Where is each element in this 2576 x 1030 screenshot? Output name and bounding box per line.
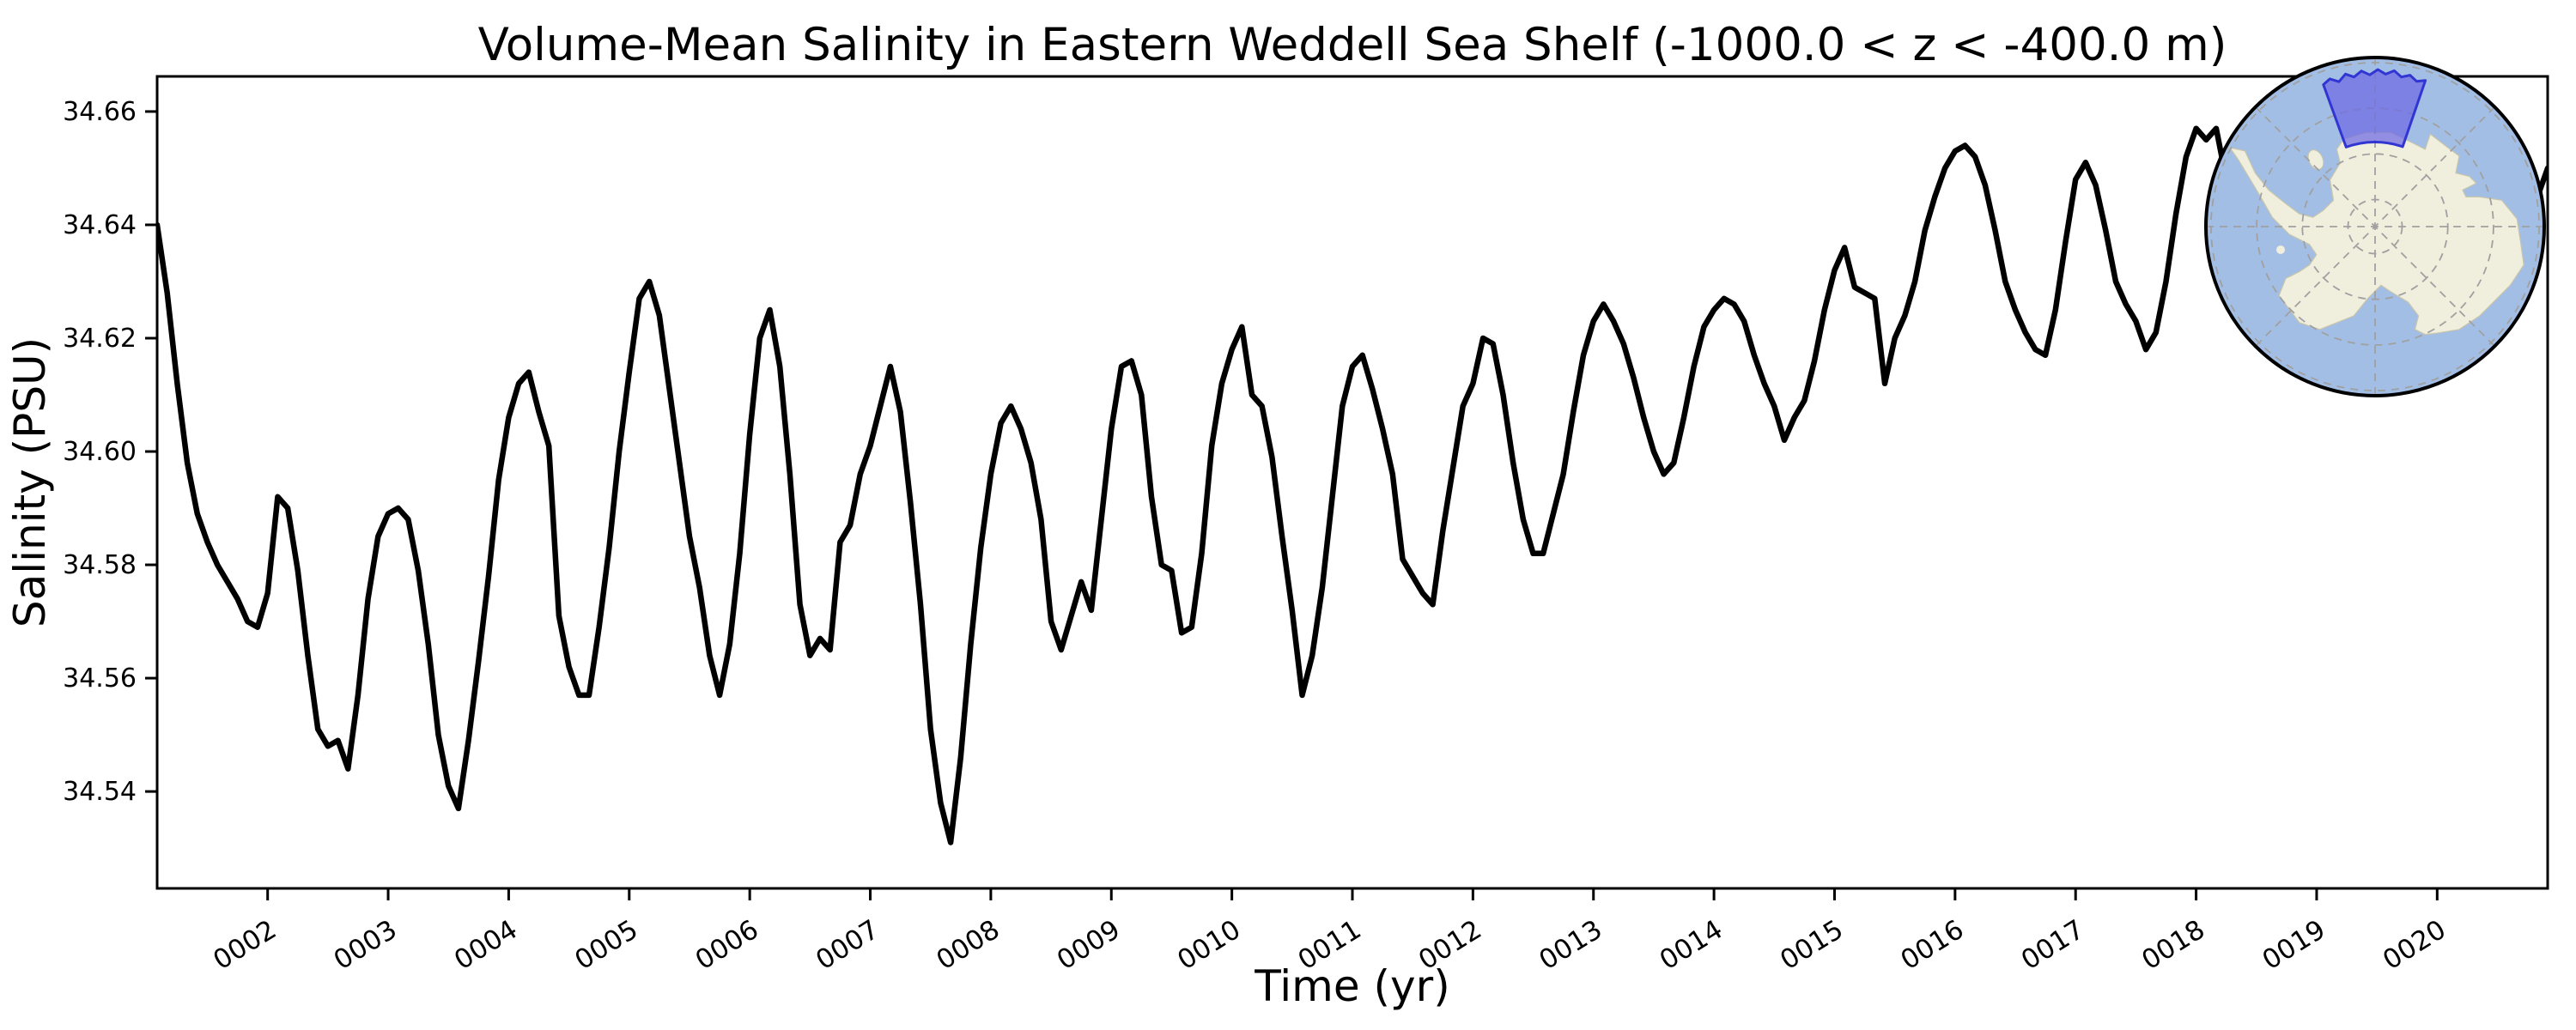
x-tick-label: 0006 xyxy=(690,914,764,976)
y-tick-label: 34.58 xyxy=(63,550,137,580)
x-tick-label: 0019 xyxy=(2257,914,2330,976)
axes-frame xyxy=(155,75,2549,890)
y-tick-label: 34.66 xyxy=(63,97,137,127)
x-tick-label: 0007 xyxy=(811,914,884,976)
island xyxy=(2276,245,2285,254)
x-tick-label: 0013 xyxy=(1534,914,1607,976)
x-tick-label: 0018 xyxy=(2136,914,2210,976)
y-tick-label: 34.56 xyxy=(63,663,137,694)
antarctica-landmass xyxy=(2228,131,2524,336)
x-tick-label: 0017 xyxy=(2016,914,2090,976)
y-tick-label: 34.54 xyxy=(63,777,137,807)
graticule-parallel xyxy=(2256,107,2494,346)
y-tick-label: 34.64 xyxy=(63,210,137,240)
graticule-parallel xyxy=(2301,153,2449,300)
chart-title: Volume-Mean Salinity in Eastern Weddell … xyxy=(478,19,2227,71)
x-axis-label: Time (yr) xyxy=(1254,961,1449,1011)
x-tick-label: 0016 xyxy=(1895,914,1969,976)
x-tick-label: 0015 xyxy=(1775,914,1849,976)
y-axis-ticks: 34.66 34.64 34.62 34.60 34.58 34.56 34.54 xyxy=(63,97,157,807)
y-axis-label: Salinity (PSU) xyxy=(5,337,55,627)
y-tick-label: 34.60 xyxy=(63,437,137,467)
antarctica-inset-map xyxy=(2204,56,2546,397)
salinity-line-series xyxy=(157,119,2548,845)
x-tick-label: 0002 xyxy=(208,914,282,976)
inset-map-rim xyxy=(2204,56,2546,397)
x-tick-label: 0008 xyxy=(931,914,1005,976)
graticule-meridian xyxy=(2255,106,2495,347)
x-tick-label: 0005 xyxy=(569,914,643,976)
x-tick-label: 0003 xyxy=(329,914,403,976)
y-tick-label: 34.62 xyxy=(63,324,137,354)
plot-area: 34.66 34.64 34.62 34.60 34.58 34.56 34.54 0002… xyxy=(5,19,2549,1011)
x-tick-label: 0004 xyxy=(449,914,523,976)
x-tick-label: 0010 xyxy=(1172,914,1246,976)
x-tick-label: 0009 xyxy=(1052,914,1126,976)
x-tick-label: 0020 xyxy=(2378,914,2451,976)
region-highlight-eastern-weddell xyxy=(2322,68,2427,148)
island xyxy=(2307,149,2324,170)
x-tick-label: 0014 xyxy=(1655,914,1728,976)
